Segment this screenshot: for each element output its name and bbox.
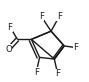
Text: F: F [73, 43, 78, 52]
Text: F: F [57, 12, 62, 21]
Text: F: F [55, 69, 60, 78]
Text: F: F [39, 12, 44, 21]
Text: O: O [5, 45, 12, 54]
Text: F: F [8, 23, 13, 32]
Text: F: F [34, 68, 39, 77]
